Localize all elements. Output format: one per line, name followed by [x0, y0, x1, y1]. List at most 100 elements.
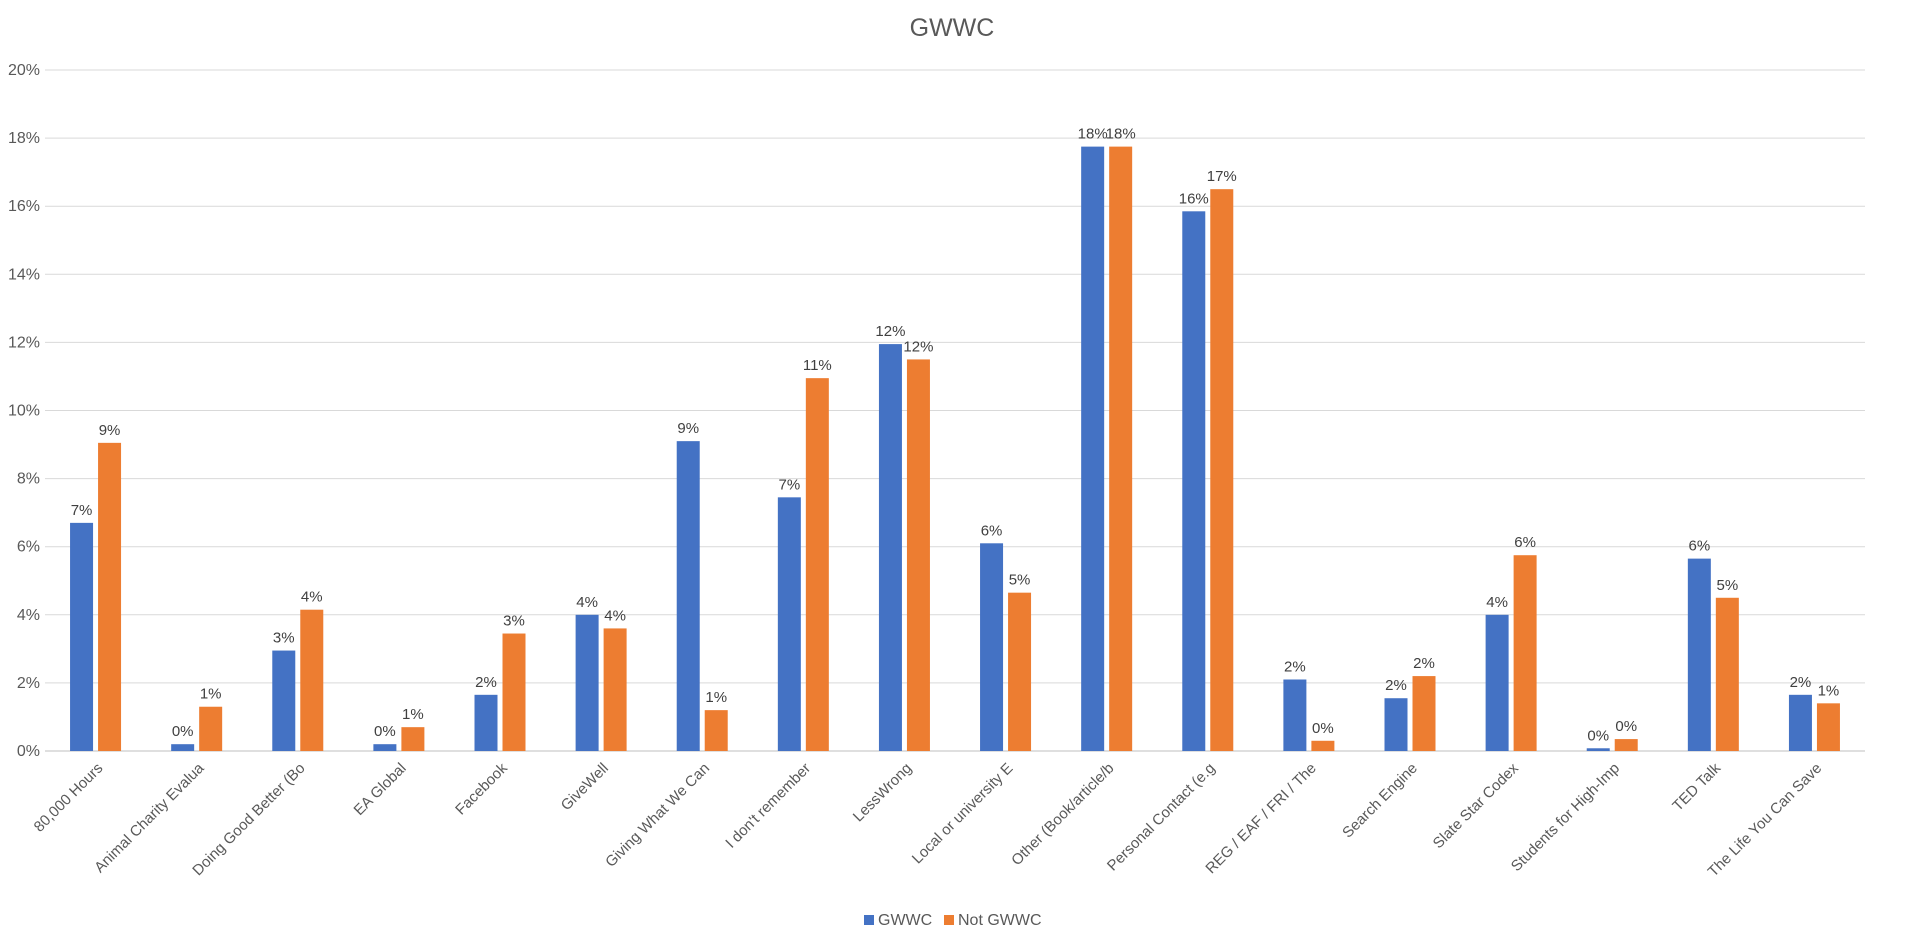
bar [1081, 146, 1105, 752]
bar [805, 378, 829, 751]
data-label: 2% [1790, 674, 1812, 691]
bar [1788, 694, 1812, 751]
data-label: 2% [1284, 658, 1306, 675]
data-labels: 7% 9% 0% 1% 3% 4% 0% 1% 2% 3% 4% 4% 9% 1% 7% 11% 12%12% 6… [71, 126, 1840, 745]
y-tick-label: 12% [8, 334, 40, 351]
bar [1412, 676, 1436, 751]
bar [1586, 748, 1610, 751]
bar [1008, 592, 1032, 751]
bar [401, 727, 425, 751]
x-tick-label: REG / EAF / FRI / The [1202, 760, 1319, 877]
legend-label: GWWC [878, 912, 932, 929]
data-label: 1% [200, 686, 222, 703]
y-tick-label: 0% [17, 743, 40, 760]
bar [1109, 146, 1133, 752]
y-tick-label: 20% [8, 62, 40, 79]
x-tick-label: The Life You Can Save [1705, 760, 1826, 881]
data-label: 2% [475, 674, 497, 691]
bar [1614, 739, 1638, 751]
bar [777, 497, 801, 751]
bar [1210, 189, 1234, 752]
legend-swatch [944, 915, 954, 925]
bar [1311, 740, 1335, 751]
data-label: 9% [99, 422, 121, 439]
bar [980, 543, 1004, 751]
data-label: 3% [273, 630, 295, 647]
data-label: 2% [1385, 677, 1407, 694]
y-tick-label: 10% [8, 403, 40, 420]
bar [1816, 703, 1840, 751]
data-label: 0% [1615, 718, 1637, 735]
data-label: 4% [576, 594, 598, 611]
bar [98, 442, 122, 751]
x-tick-label: GiveWell [558, 760, 612, 814]
data-label: 18% [1078, 126, 1108, 143]
x-tick-label: Other (Book/article/b [1008, 760, 1117, 869]
bar [502, 633, 526, 751]
x-tick-label: Local or university E [909, 760, 1017, 868]
data-label: 18% [1106, 126, 1136, 143]
data-label: 0% [1312, 720, 1334, 737]
x-tick-label: EA Global [351, 760, 410, 819]
y-tick-label: 14% [8, 266, 40, 283]
bar [474, 694, 498, 751]
bar [1384, 698, 1408, 751]
data-label: 0% [172, 723, 194, 740]
data-label: 9% [677, 420, 699, 437]
x-tick-label: I don't remember [722, 760, 814, 852]
data-label: 1% [705, 689, 727, 706]
gridlines [45, 69, 1865, 752]
y-tick-label: 6% [17, 539, 40, 556]
data-label: 4% [1486, 594, 1508, 611]
bar [906, 359, 930, 751]
y-tick-label: 2% [17, 675, 40, 692]
bar [272, 650, 296, 751]
data-label: 0% [374, 723, 396, 740]
bar [1283, 679, 1307, 751]
data-label: 2% [1413, 655, 1435, 672]
x-tick-label: Students for High-Imp [1508, 760, 1623, 875]
data-label: 6% [1514, 534, 1536, 551]
y-tick-label: 16% [8, 198, 40, 215]
bar [70, 522, 94, 751]
bar [1715, 597, 1739, 751]
y-axis: 0% 2% 4% 6% 8% 10% 12% 14% 16% 18% 20% [8, 62, 40, 760]
bar [1485, 614, 1509, 751]
x-tick-label: 80,000 Hours [31, 760, 107, 836]
x-tick-label: Search Engine [1339, 760, 1421, 842]
data-label: 1% [1818, 682, 1840, 699]
legend-label: Not GWWC [958, 912, 1042, 929]
data-label: 11% [803, 357, 832, 374]
data-label: 6% [981, 522, 1003, 539]
data-label: 16% [1179, 190, 1209, 207]
data-label: 0% [1587, 727, 1609, 744]
x-tick-label: Facebook [452, 759, 511, 818]
data-label: 17% [1207, 168, 1237, 185]
data-label: 4% [301, 589, 323, 606]
bar [1687, 558, 1711, 751]
x-tick-label: TED Talk [1669, 759, 1724, 814]
bar [1513, 555, 1537, 751]
legend: GWWC Not GWWC [864, 912, 1042, 929]
bar [704, 710, 728, 751]
bar [300, 609, 324, 751]
bar [603, 628, 627, 751]
bar [199, 706, 223, 751]
bars [70, 146, 1840, 752]
data-label: 4% [604, 607, 626, 624]
data-label: 3% [503, 613, 525, 630]
bar [1182, 211, 1206, 751]
data-label: 5% [1009, 572, 1031, 589]
data-label: 1% [402, 706, 424, 723]
x-tick-label: Giving What We Can [602, 760, 713, 871]
y-tick-label: 18% [8, 130, 40, 147]
x-tick-label: Doing Good Better (Bo [189, 760, 308, 879]
legend-swatch [864, 915, 874, 925]
bar [171, 744, 195, 751]
bar [373, 744, 397, 751]
data-label: 7% [778, 476, 800, 493]
data-label: 7% [71, 502, 93, 519]
data-label: 12% [903, 338, 933, 355]
